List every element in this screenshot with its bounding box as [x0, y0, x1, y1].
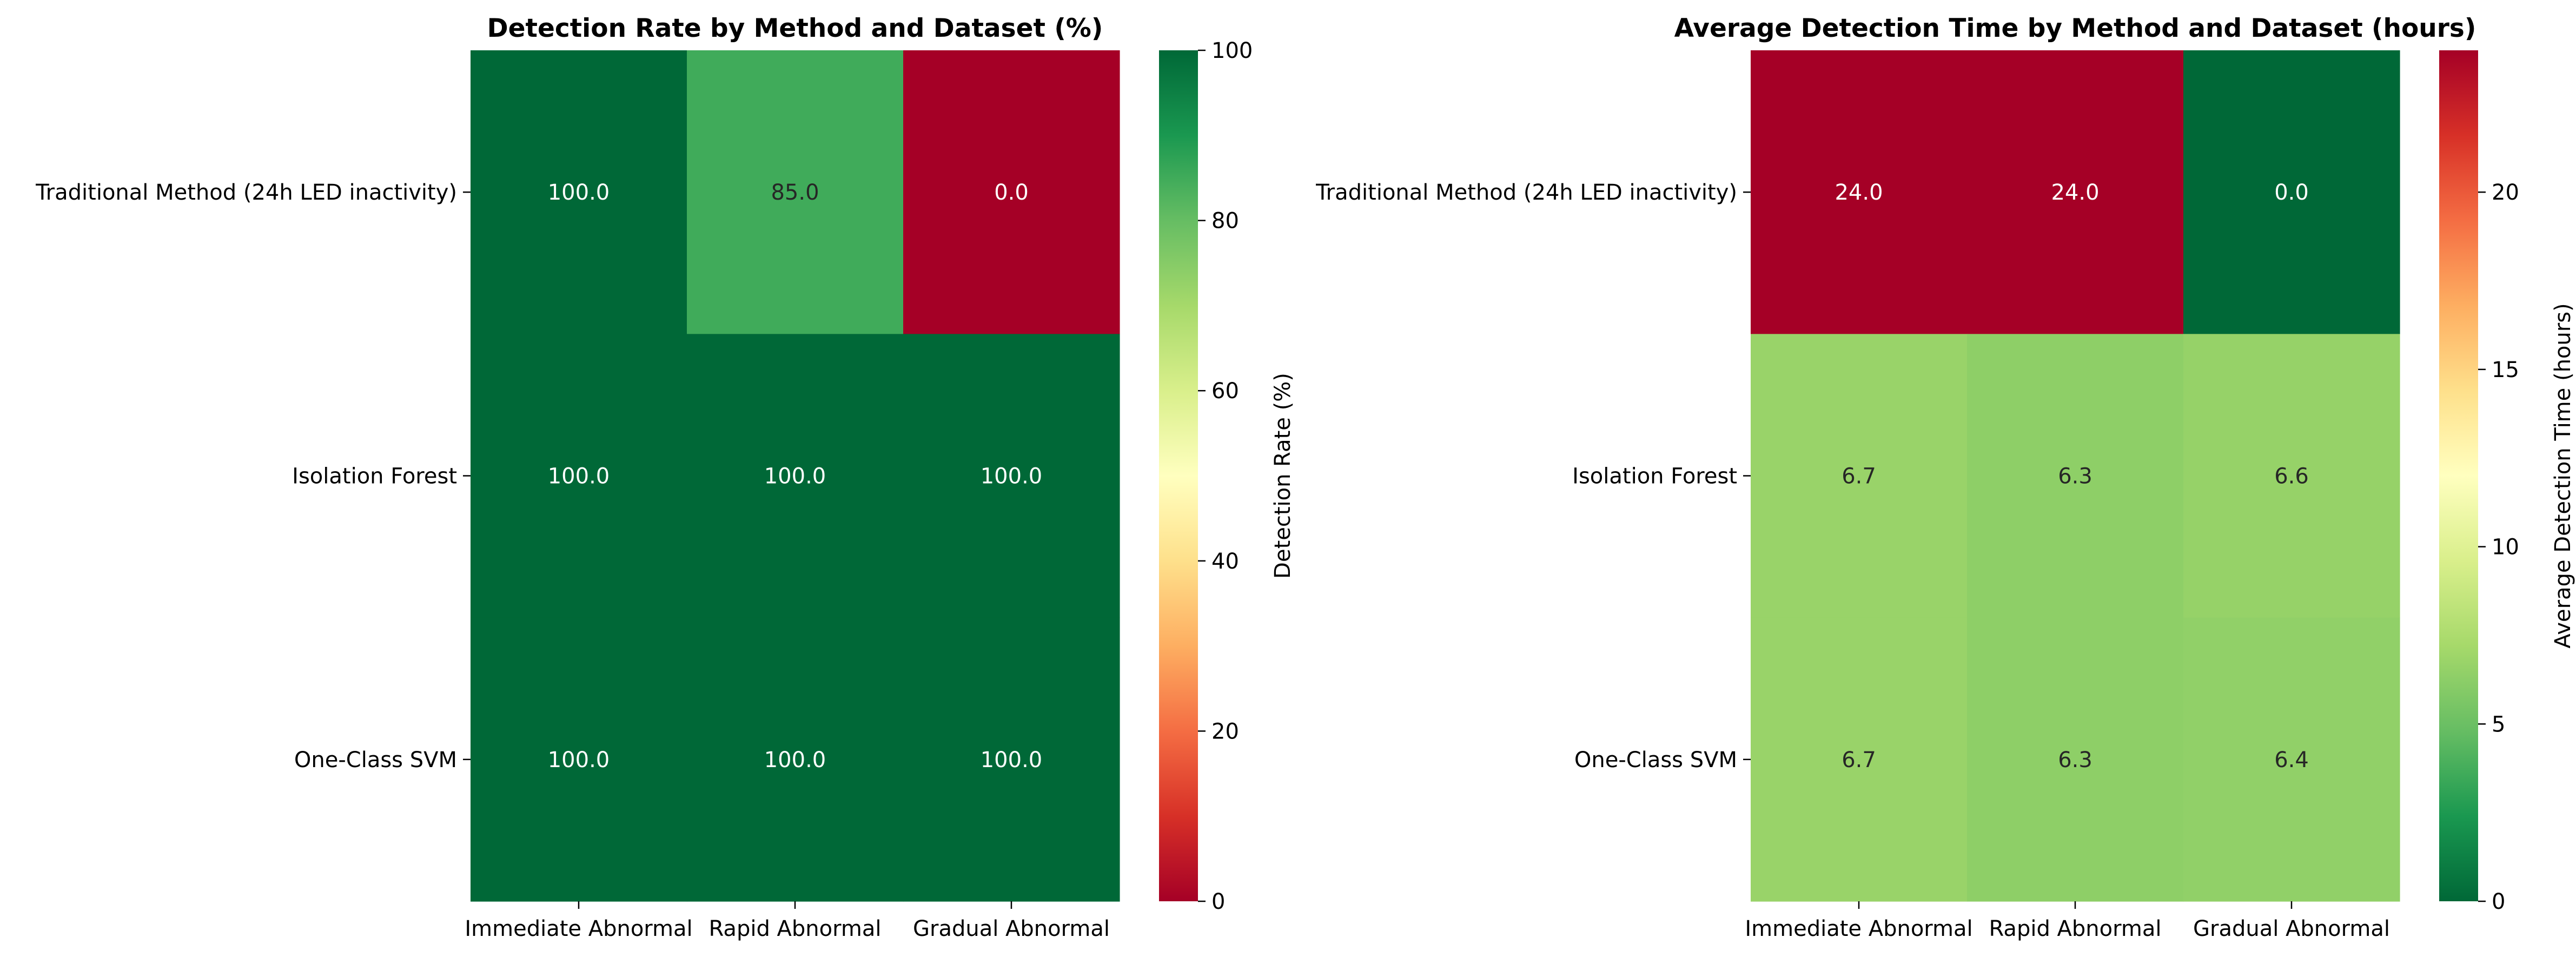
heatmap-cell	[1967, 334, 2184, 618]
heatmap-cell	[471, 617, 687, 902]
cell-value-label: 85.0	[771, 180, 819, 205]
cell-value-label: 6.4	[2274, 748, 2309, 773]
cell-value-label: 6.7	[1842, 748, 1876, 773]
colorbar-tick-label: 5	[2492, 712, 2505, 737]
y-tick-label: One-Class SVM	[1574, 748, 1737, 773]
colorbar-tick-label: 15	[2492, 358, 2519, 382]
cell-value-label: 0.0	[994, 180, 1029, 205]
colorbar-tick-label: 100	[1211, 38, 1253, 63]
x-tick-label: Rapid Abnormal	[709, 916, 882, 941]
cell-value-label: 100.0	[981, 748, 1043, 773]
heatmap-cell	[903, 50, 1120, 334]
colorbar-tick-label: 80	[1211, 209, 1239, 234]
y-tick-label: Isolation Forest	[1572, 464, 1737, 489]
cell-value-label: 100.0	[548, 180, 610, 205]
heatmap-cell	[1751, 50, 1968, 334]
y-tick-label: Isolation Forest	[292, 464, 457, 489]
cell-value-label: 100.0	[764, 748, 826, 773]
heatmap-cell	[687, 50, 904, 334]
cell-value-label: 100.0	[548, 464, 610, 489]
heatmap-cell	[471, 334, 687, 618]
heatmap-cell	[687, 334, 904, 618]
cell-value-label: 6.3	[2058, 464, 2092, 489]
y-tick-label: One-Class SVM	[294, 748, 457, 773]
chart-title: Detection Rate by Method and Dataset (%)	[487, 14, 1103, 43]
heatmap-cell	[903, 334, 1120, 618]
colorbar-label: Average Detection Time (hours)	[2551, 303, 2575, 648]
x-tick-label: Immediate Abnormal	[465, 916, 692, 941]
chart-title: Average Detection Time by Method and Dat…	[1674, 14, 2476, 43]
cell-value-label: 6.7	[1842, 464, 1876, 489]
cell-value-label: 100.0	[981, 464, 1043, 489]
colorbar-tick-label: 60	[1211, 379, 1239, 404]
heatmap-cell	[1751, 334, 1968, 618]
colorbar	[1159, 50, 1198, 901]
heatmap-cell	[1751, 617, 1968, 902]
colorbar-tick-label: 40	[1211, 549, 1239, 574]
colorbar-tick-label: 0	[1211, 889, 1225, 914]
heatmap-cell	[1967, 617, 2184, 902]
cell-value-label: 0.0	[2274, 180, 2309, 205]
heatmap-cell	[2183, 50, 2400, 334]
colorbar-tick-label: 20	[1211, 719, 1239, 744]
heatmap-cell	[2183, 334, 2400, 618]
cell-value-label: 6.6	[2274, 464, 2309, 489]
heatmap-cell	[687, 617, 904, 902]
colorbar-tick-label: 0	[2492, 889, 2505, 914]
y-tick-label: Traditional Method (24h LED inactivity)	[1315, 180, 1737, 205]
heatmap-panel-2: Average Detection Time by Method and Dat…	[1315, 14, 2575, 941]
heatmap-cell	[2183, 617, 2400, 902]
colorbar-label: Detection Rate (%)	[1270, 373, 1295, 579]
cell-value-label: 100.0	[764, 464, 826, 489]
x-tick-label: Rapid Abnormal	[1989, 916, 2162, 941]
heatmap-cell	[903, 617, 1120, 902]
x-tick-label: Gradual Abnormal	[2193, 916, 2390, 941]
colorbar-tick-label: 20	[2492, 180, 2519, 205]
cell-value-label: 24.0	[2051, 180, 2099, 205]
heatmap-cell	[1967, 50, 2184, 334]
cell-value-label: 24.0	[1835, 180, 1883, 205]
heatmap-panel-1: Detection Rate by Method and Dataset (%)…	[35, 14, 1295, 941]
cell-value-label: 6.3	[2058, 748, 2092, 773]
x-tick-label: Gradual Abnormal	[913, 916, 1110, 941]
cell-value-label: 100.0	[548, 748, 610, 773]
y-tick-label: Traditional Method (24h LED inactivity)	[35, 180, 457, 205]
colorbar	[2439, 50, 2478, 901]
x-tick-label: Immediate Abnormal	[1745, 916, 1972, 941]
colorbar-tick-label: 10	[2492, 535, 2519, 560]
heatmap-cell	[471, 50, 687, 334]
